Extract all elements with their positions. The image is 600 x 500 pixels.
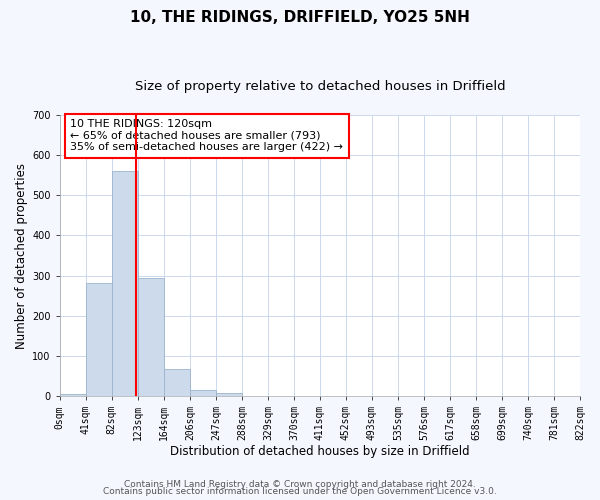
Text: Contains HM Land Registry data © Crown copyright and database right 2024.: Contains HM Land Registry data © Crown c…	[124, 480, 476, 489]
Bar	[137, 278, 164, 396]
Bar	[216, 393, 242, 396]
Bar	[112, 171, 137, 396]
Text: Contains public sector information licensed under the Open Government Licence v3: Contains public sector information licen…	[103, 487, 497, 496]
Y-axis label: Number of detached properties: Number of detached properties	[15, 162, 28, 348]
Bar	[59, 394, 86, 396]
Text: 10 THE RIDINGS: 120sqm
← 65% of detached houses are smaller (793)
35% of semi-de: 10 THE RIDINGS: 120sqm ← 65% of detached…	[70, 119, 343, 152]
Bar	[86, 283, 112, 396]
Bar	[164, 369, 190, 396]
X-axis label: Distribution of detached houses by size in Driffield: Distribution of detached houses by size …	[170, 444, 470, 458]
Bar	[190, 390, 216, 396]
Title: Size of property relative to detached houses in Driffield: Size of property relative to detached ho…	[134, 80, 505, 93]
Text: 10, THE RIDINGS, DRIFFIELD, YO25 5NH: 10, THE RIDINGS, DRIFFIELD, YO25 5NH	[130, 10, 470, 25]
